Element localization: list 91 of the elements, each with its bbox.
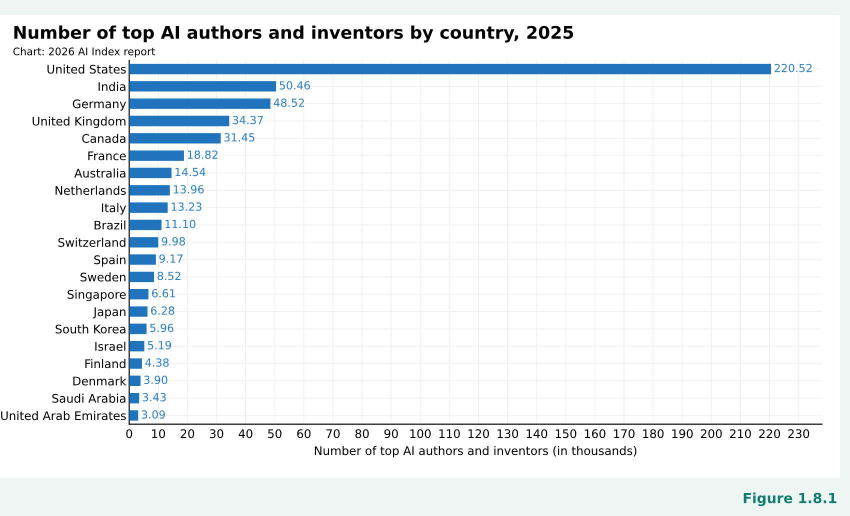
data-label: 6.28 — [151, 306, 174, 315]
data-label: 9.17 — [159, 254, 182, 263]
y-tick-label: Italy — [102, 203, 126, 215]
bar — [129, 98, 270, 109]
data-label: 31.45 — [224, 133, 254, 142]
y-tick-label: South Korea — [56, 324, 126, 334]
data-label: 8.52 — [158, 272, 180, 280]
bar — [129, 185, 170, 196]
x-tick-label: 120 — [468, 429, 489, 438]
bar — [129, 150, 184, 161]
bar — [129, 168, 172, 178]
x-tick-label: 10 — [152, 429, 166, 438]
chart-title: Number of top AI authors and inventors by country, 2025 — [14, 26, 574, 42]
y-tick-label: France — [88, 152, 126, 160]
data-label: 3.90 — [144, 376, 168, 384]
bar — [129, 358, 142, 369]
bar — [129, 237, 158, 248]
x-tick-label: 160 — [584, 429, 606, 438]
data-label: 3.43 — [142, 392, 166, 402]
x-tick-label: 130 — [498, 429, 518, 438]
bar — [129, 254, 156, 265]
data-label: 3.09 — [142, 410, 165, 419]
data-label: 220.52 — [774, 64, 812, 72]
data-label: 5.19 — [148, 341, 172, 350]
x-tick-label: 100 — [410, 429, 431, 438]
x-tick-label: 0 — [126, 429, 132, 438]
data-label: 48.52 — [274, 98, 304, 107]
data-label: 50.46 — [280, 81, 310, 90]
data-label: 5.96 — [150, 324, 174, 332]
x-tick-label: 170 — [614, 429, 635, 438]
data-label: 13.96 — [174, 185, 204, 194]
y-tick-label: Japan — [92, 307, 126, 318]
x-tick-label: 110 — [439, 429, 460, 438]
bar — [129, 376, 141, 386]
y-tick-label: Singapore — [68, 290, 126, 302]
x-tick-label: 140 — [526, 429, 548, 438]
bar — [129, 202, 168, 213]
y-tick-label: Israel — [95, 342, 126, 351]
x-tick-label: 40 — [238, 429, 252, 438]
x-axis-title: Number of top AI authors and inventors (in thousands) — [314, 446, 636, 458]
bar — [129, 410, 138, 421]
x-tick-label: 70 — [326, 429, 340, 438]
x-tick-label: 180 — [643, 429, 664, 438]
data-label: 34.37 — [232, 116, 263, 124]
y-tick-label: Netherlands — [56, 186, 126, 195]
bar — [129, 81, 276, 92]
data-label: 18.82 — [188, 150, 218, 159]
y-tick-label: United Kingdom — [32, 116, 126, 128]
bar — [129, 133, 221, 144]
x-tick-label: 30 — [210, 429, 224, 438]
bar — [129, 306, 148, 317]
y-tick-label: United Arab Emirates — [1, 411, 126, 420]
bar — [129, 324, 147, 334]
y-tick-label: Sweden — [80, 272, 126, 282]
y-tick-label: Germany — [72, 99, 126, 111]
y-tick-label: United States — [48, 64, 126, 74]
x-tick-label: 50 — [268, 429, 282, 438]
x-tick-label: 20 — [180, 429, 194, 438]
x-tick-label: 150 — [556, 429, 576, 438]
x-tick-label: 220 — [759, 429, 780, 438]
y-tick-label: Denmark — [73, 376, 126, 386]
bar — [129, 64, 772, 74]
chart-subtitle: Chart: 2026 AI Index report — [13, 47, 156, 58]
data-label: 9.98 — [162, 237, 186, 246]
bar — [129, 116, 230, 126]
x-tick-label: 190 — [672, 429, 693, 438]
x-tick-label: 230 — [788, 429, 810, 438]
x-tick-label: 90 — [384, 429, 398, 438]
bar — [129, 272, 154, 282]
data-label: 13.23 — [172, 202, 202, 211]
caption: Figure 1.8.1 — [744, 492, 836, 506]
y-tick-label: Canada — [82, 134, 126, 143]
y-tick-label: Saudi Arabia — [52, 394, 126, 403]
bar — [129, 341, 144, 352]
bar — [129, 392, 140, 404]
y-tick-label: India — [98, 82, 126, 92]
data-label: 6.61 — [152, 289, 175, 298]
data-label: 4.38 — [145, 358, 169, 367]
y-tick-label: Spain — [94, 255, 126, 267]
x-tick-label: 80 — [355, 429, 369, 438]
bar — [129, 220, 162, 230]
y-tick-label: Finland — [85, 359, 126, 368]
x-tick-label: 60 — [297, 429, 311, 438]
data-label: 11.10 — [166, 220, 196, 228]
x-tick-label: 200 — [700, 429, 722, 438]
data-label: 14.54 — [176, 168, 206, 176]
y-tick-label: Brazil — [94, 220, 126, 230]
y-tick-label: Australia — [74, 168, 126, 178]
y-tick-label: Switzerland — [58, 238, 126, 247]
bar — [129, 289, 148, 300]
x-tick-label: 210 — [730, 429, 751, 438]
